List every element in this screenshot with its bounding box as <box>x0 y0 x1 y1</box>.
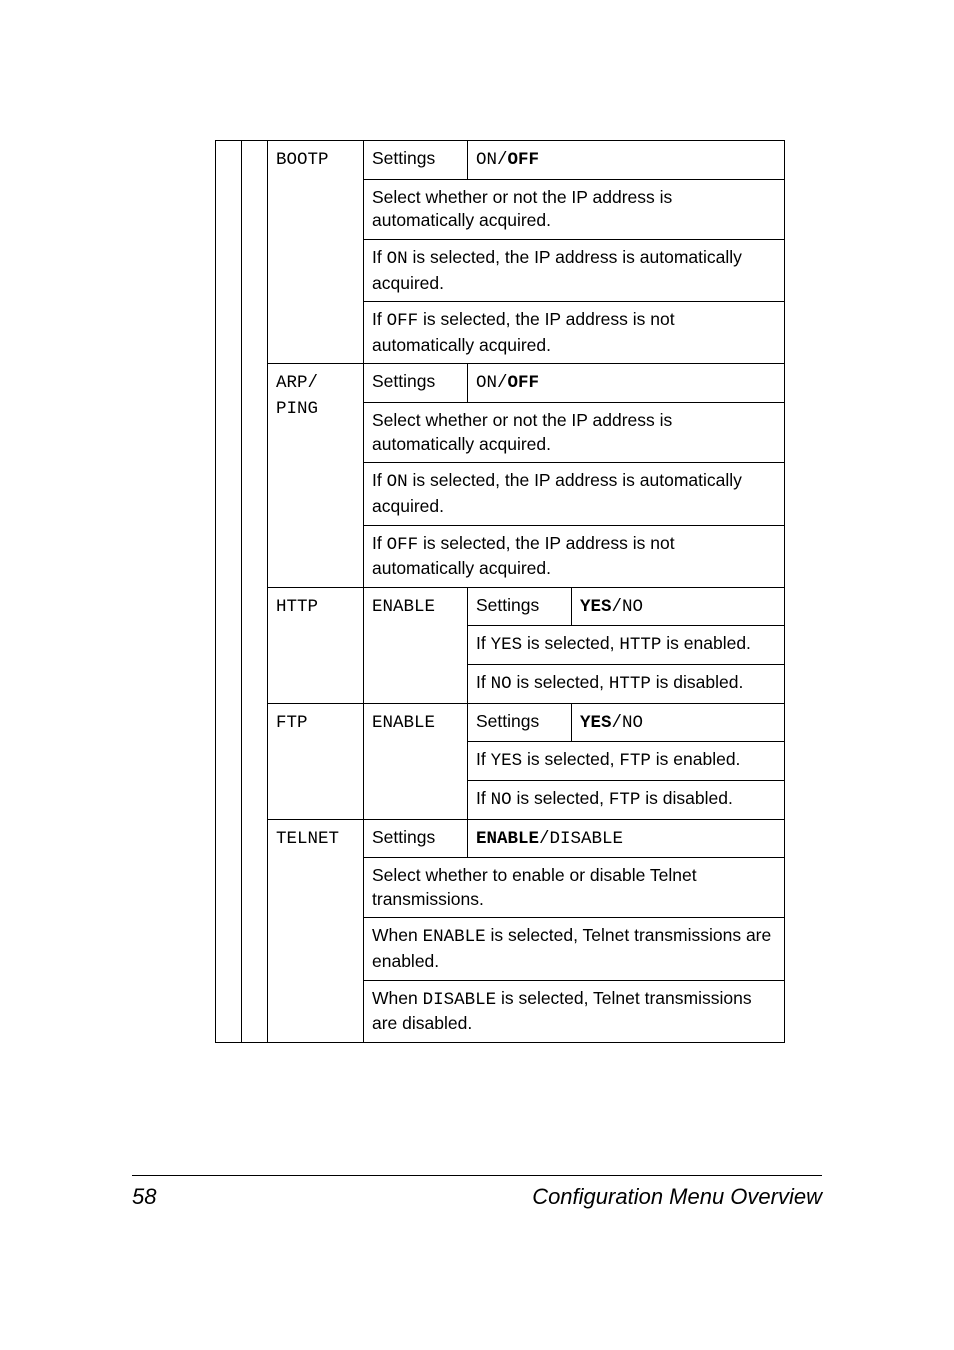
on-off-cell: ON/OFF <box>468 364 785 403</box>
settings-label: Settings <box>468 703 572 742</box>
bootp-label: BOOTP <box>268 141 364 364</box>
desc-cell: If YES is selected, FTP is enabled. <box>468 742 785 781</box>
desc-cell: If YES is selected, HTTP is enabled. <box>468 626 785 665</box>
desc-cell: If OFF is selected, the IP address is no… <box>364 525 785 587</box>
desc-cell: If ON is selected, the IP address is aut… <box>364 463 785 525</box>
yes-no-cell: YES/NO <box>572 703 785 742</box>
desc-cell: If ON is selected, the IP address is aut… <box>364 239 785 301</box>
desc-cell: If NO is selected, HTTP is disabled. <box>468 665 785 704</box>
on-off-cell: ON/OFF <box>468 141 785 180</box>
http-label: HTTP <box>268 587 364 703</box>
settings-label: Settings <box>364 364 468 403</box>
page-footer: 58 Configuration Menu Overview <box>132 1175 822 1210</box>
page-number: 58 <box>132 1184 156 1210</box>
settings-label: Settings <box>364 141 468 180</box>
blank-col-0 <box>216 141 242 1043</box>
footer-title: Configuration Menu Overview <box>532 1184 822 1210</box>
config-table: BOOTP Settings ON/OFF Select whether or … <box>215 140 785 1043</box>
arp-ping-label: ARP/PING <box>268 364 364 587</box>
yes-no-cell: YES/NO <box>572 587 785 626</box>
desc-cell: Select whether or not the IP address is … <box>364 403 785 463</box>
desc-cell: If NO is selected, FTP is disabled. <box>468 780 785 819</box>
enable-label: ENABLE <box>364 703 468 819</box>
desc-cell: When ENABLE is selected, Telnet transmis… <box>364 918 785 980</box>
settings-label: Settings <box>364 819 468 858</box>
table: BOOTP Settings ON/OFF Select whether or … <box>215 140 785 1043</box>
desc-cell: Select whether or not the IP address is … <box>364 179 785 239</box>
table-row: TELNET Settings ENABLE/DISABLE <box>216 819 785 858</box>
table-row: ARP/PING Settings ON/OFF <box>216 364 785 403</box>
table-row: FTP ENABLE Settings YES/NO <box>216 703 785 742</box>
desc-cell: When DISABLE is selected, Telnet transmi… <box>364 980 785 1042</box>
table-row: HTTP ENABLE Settings YES/NO <box>216 587 785 626</box>
enable-disable-cell: ENABLE/DISABLE <box>468 819 785 858</box>
settings-label: Settings <box>468 587 572 626</box>
table-row: BOOTP Settings ON/OFF <box>216 141 785 180</box>
desc-cell: If OFF is selected, the IP address is no… <box>364 302 785 364</box>
enable-label: ENABLE <box>364 587 468 703</box>
desc-cell: Select whether to enable or disable Teln… <box>364 858 785 918</box>
blank-col-1 <box>242 141 268 1043</box>
ftp-label: FTP <box>268 703 364 819</box>
telnet-label: TELNET <box>268 819 364 1042</box>
